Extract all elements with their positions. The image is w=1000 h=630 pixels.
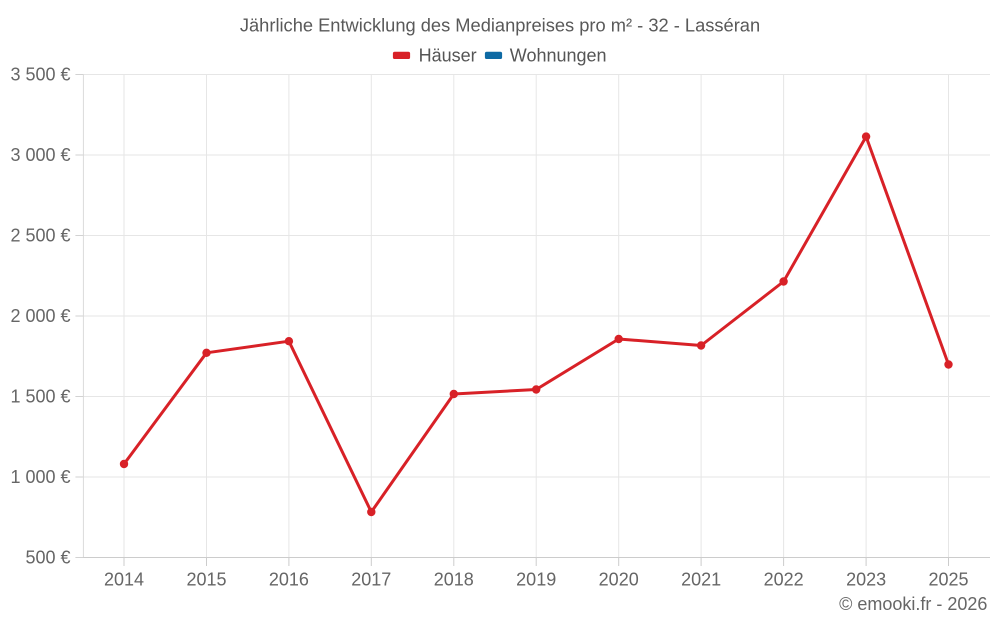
- svg-text:2 000 €: 2 000 €: [10, 306, 70, 326]
- svg-text:2015: 2015: [186, 570, 226, 590]
- svg-text:Häuser: Häuser: [419, 45, 477, 65]
- svg-text:2020: 2020: [599, 570, 639, 590]
- svg-text:3 500 €: 3 500 €: [10, 65, 70, 85]
- svg-text:500 €: 500 €: [25, 548, 70, 568]
- svg-text:2017: 2017: [351, 570, 391, 590]
- svg-text:2025: 2025: [928, 570, 968, 590]
- svg-text:2022: 2022: [764, 570, 804, 590]
- svg-text:Jährliche Entwicklung des Medi: Jährliche Entwicklung des Medianpreises …: [240, 14, 760, 35]
- svg-text:2019: 2019: [516, 570, 556, 590]
- svg-text:2021: 2021: [681, 570, 721, 590]
- svg-text:2016: 2016: [269, 570, 309, 590]
- svg-text:Wohnungen: Wohnungen: [510, 45, 607, 65]
- svg-text:2018: 2018: [434, 570, 474, 590]
- svg-text:2014: 2014: [104, 570, 144, 590]
- svg-text:3 000 €: 3 000 €: [10, 145, 70, 165]
- svg-text:© emooki.fr - 2026: © emooki.fr - 2026: [839, 594, 987, 614]
- svg-text:2023: 2023: [846, 570, 886, 590]
- svg-text:2 500 €: 2 500 €: [10, 226, 70, 246]
- svg-text:1 000 €: 1 000 €: [10, 467, 70, 487]
- svg-text:1 500 €: 1 500 €: [10, 387, 70, 407]
